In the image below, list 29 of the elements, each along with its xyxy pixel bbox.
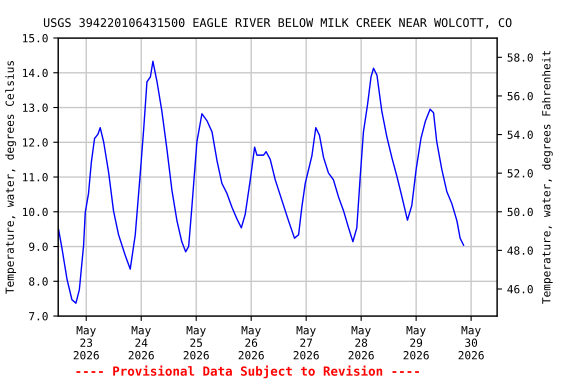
y2-tick-label: 58.0 <box>508 53 533 62</box>
line-series <box>58 60 464 304</box>
y-tick-label: 12.0 <box>23 138 48 147</box>
y2-axis-title: Temperature, water, degrees Fahrenheit <box>542 51 553 304</box>
x-tick-label: May 29 2026 <box>404 326 429 360</box>
y-tick-label: 8.0 <box>29 277 48 286</box>
y2-tick-label: 50.0 <box>508 208 533 216</box>
x-tick-label: May 25 2026 <box>184 326 209 360</box>
x-tick-label: May 28 2026 <box>348 326 374 360</box>
x-tick-label: May 24 2026 <box>128 326 154 360</box>
y-tick-label: 13.0 <box>23 104 48 112</box>
y-tick-label: 9.0 <box>29 242 48 251</box>
chart-title: USGS 394220106431500 EAGLE RIVER BELOW MILK CREEK NEAR WOLCOTT, CO <box>44 18 512 29</box>
x-tick-label: May 26 2026 <box>238 326 264 360</box>
y2-tick-label: 52.0 <box>508 169 533 178</box>
y2-tick-label: 54.0 <box>508 130 533 139</box>
y2-tick-label: 56.0 <box>508 92 533 100</box>
y2-tick-label: 46.0 <box>507 285 533 294</box>
y-axis-title: Temperature, water, degrees Celsius <box>5 61 16 294</box>
x-tick-label: May 23 2026 <box>74 326 99 360</box>
x-tick-label: May 27 2026 <box>294 326 319 360</box>
y-tick-label: 14.0 <box>23 68 48 78</box>
y-tick-label: 7.0 <box>29 312 48 320</box>
y-tick-label: 10.0 <box>23 208 48 216</box>
text: ---- Provisional Data Subject to Revision ---- <box>76 365 419 378</box>
x-tick-label: May 30 2026 <box>458 326 484 360</box>
y-tick-label: 15.0 <box>23 34 48 42</box>
y2-tick-label: 48.0 <box>507 246 533 255</box>
y-tick-label: 11.0 <box>23 173 48 182</box>
